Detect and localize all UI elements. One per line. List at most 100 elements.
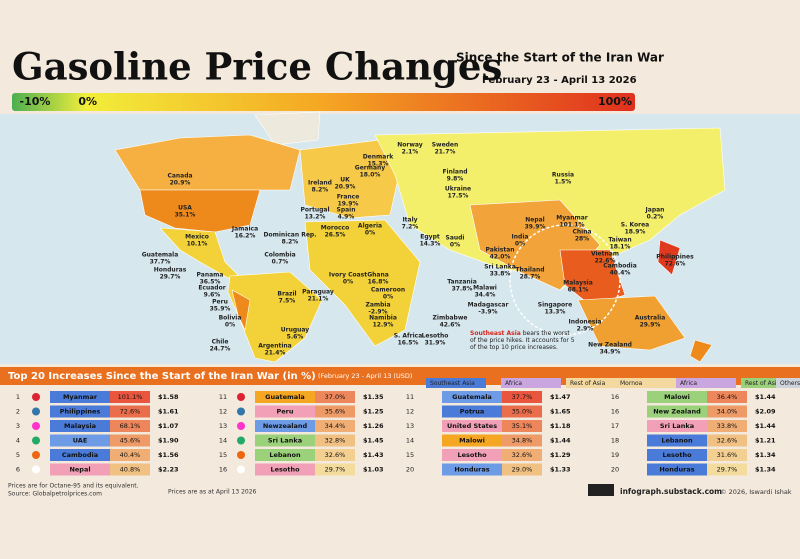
pct-cell — [315, 420, 355, 432]
country: Peru — [276, 408, 293, 416]
country-value: 24.7% — [210, 346, 231, 353]
country-cell — [255, 391, 315, 403]
country-name: Malaysia — [563, 280, 593, 287]
country: Myanmar — [63, 393, 98, 401]
country-cell — [647, 420, 707, 432]
country-name: Malawi — [473, 285, 497, 292]
country-name: Australia — [635, 315, 666, 322]
country: Sri Lanka — [268, 437, 302, 445]
country-value: 8.2% — [282, 239, 299, 246]
country-name: Germany — [355, 165, 386, 172]
country-name: Sri Lanka — [484, 264, 516, 271]
country-name: Ghana — [367, 272, 389, 279]
country-name: Denmark — [363, 154, 395, 161]
annotation: Southeast Asia bears the worst of the pr… — [470, 330, 575, 351]
country-cell — [50, 391, 110, 403]
country-name: Indonesia — [569, 319, 602, 326]
country-value: 18.9% — [625, 229, 646, 236]
country-name: Honduras — [154, 267, 187, 274]
region-label: Rest of Asia — [570, 380, 606, 387]
country-name: Zimbabwe — [433, 315, 468, 322]
price: $1.56 — [158, 451, 179, 459]
rank: 16 — [611, 393, 619, 401]
country-cell — [442, 449, 502, 461]
country-value: 5.6% — [287, 334, 304, 341]
country-value: 21.4% — [265, 350, 286, 357]
dates: February 23 - April 13 2026 — [482, 75, 637, 86]
annotation-text: bears the worst of the price hikes. It a… — [470, 330, 575, 351]
region-label: Others — [780, 380, 800, 387]
rank: 15 — [219, 451, 227, 459]
country-value: 28.7% — [520, 274, 541, 281]
rank: 14 — [406, 437, 414, 445]
rank: 11 — [219, 393, 227, 401]
country-value: 14.3% — [420, 241, 441, 248]
price: $1.07 — [158, 422, 179, 430]
country-name: Namibia — [369, 315, 397, 322]
country-value: 40.4% — [610, 270, 631, 277]
country-value: 21.7% — [435, 149, 456, 156]
country-name: Italy — [402, 217, 417, 224]
country: Honduras — [659, 466, 694, 474]
country-name: Peru — [212, 299, 228, 306]
pct-cell — [315, 434, 355, 447]
country-name: Myanmar — [556, 215, 588, 222]
pct: 31.6% — [717, 451, 738, 459]
pct-cell — [502, 449, 542, 461]
rank: 4 — [16, 437, 20, 445]
flag — [237, 393, 245, 401]
country-cell — [50, 405, 110, 418]
pct: 29.7% — [717, 466, 738, 474]
country-name: Brazil — [277, 291, 296, 298]
country: Potrua — [460, 408, 485, 416]
flag — [237, 407, 245, 416]
pct: 32.6% — [325, 451, 346, 459]
country-value: 29.9% — [640, 322, 661, 329]
country-cell — [442, 434, 502, 447]
country: Lesotho — [457, 451, 487, 459]
region-label: Africa — [680, 380, 697, 387]
country-name: S. Africa — [394, 333, 423, 340]
country: Malaysia — [64, 422, 96, 430]
price: $1.26 — [363, 422, 384, 430]
region-chip — [566, 378, 626, 388]
pct: 34.4% — [325, 422, 346, 430]
pct-cell — [502, 420, 542, 432]
pct-cell — [502, 391, 542, 403]
country: United States — [447, 422, 497, 430]
rank: 2 — [16, 408, 20, 416]
country-value: 0% — [450, 242, 460, 249]
country-value: -2.9% — [368, 309, 387, 316]
country-value: 28% — [575, 236, 589, 243]
pct: 72.6% — [120, 408, 141, 416]
price: $2.09 — [755, 408, 776, 416]
rank: 14 — [219, 437, 227, 445]
logo — [588, 484, 614, 496]
rank: 1 — [16, 393, 20, 401]
country-value: 20.9% — [335, 184, 356, 191]
country-name: Spain — [337, 207, 356, 214]
country-name: Ecuador — [198, 285, 225, 292]
rank: 13 — [406, 422, 414, 430]
country-value: 33.8% — [490, 271, 511, 278]
region-label: Rest of Asia — [745, 380, 781, 387]
country-value: 0% — [343, 279, 353, 286]
country-name: Ireland — [308, 180, 332, 187]
flag — [32, 393, 40, 401]
country-value: 101.1% — [560, 222, 585, 229]
country-name: USA — [178, 205, 192, 212]
country-cell — [647, 405, 707, 418]
country-value: 35.9% — [210, 306, 231, 313]
pct: 37.7% — [512, 393, 533, 401]
region-chip — [426, 378, 486, 388]
flag — [237, 436, 245, 445]
footer-credit: © 2026, Iswardi Ishak — [720, 488, 792, 496]
country: Lebanon — [269, 451, 301, 459]
price: $1.25 — [363, 408, 384, 416]
region-label: Southeast Asia — [430, 380, 475, 387]
pct: 29.7% — [325, 466, 346, 474]
country: Malowi — [459, 437, 485, 445]
country-value: 20.9% — [170, 180, 191, 187]
country-name: Vietnam — [591, 251, 619, 258]
annotation-highlight: Southeast Asia — [470, 330, 521, 337]
